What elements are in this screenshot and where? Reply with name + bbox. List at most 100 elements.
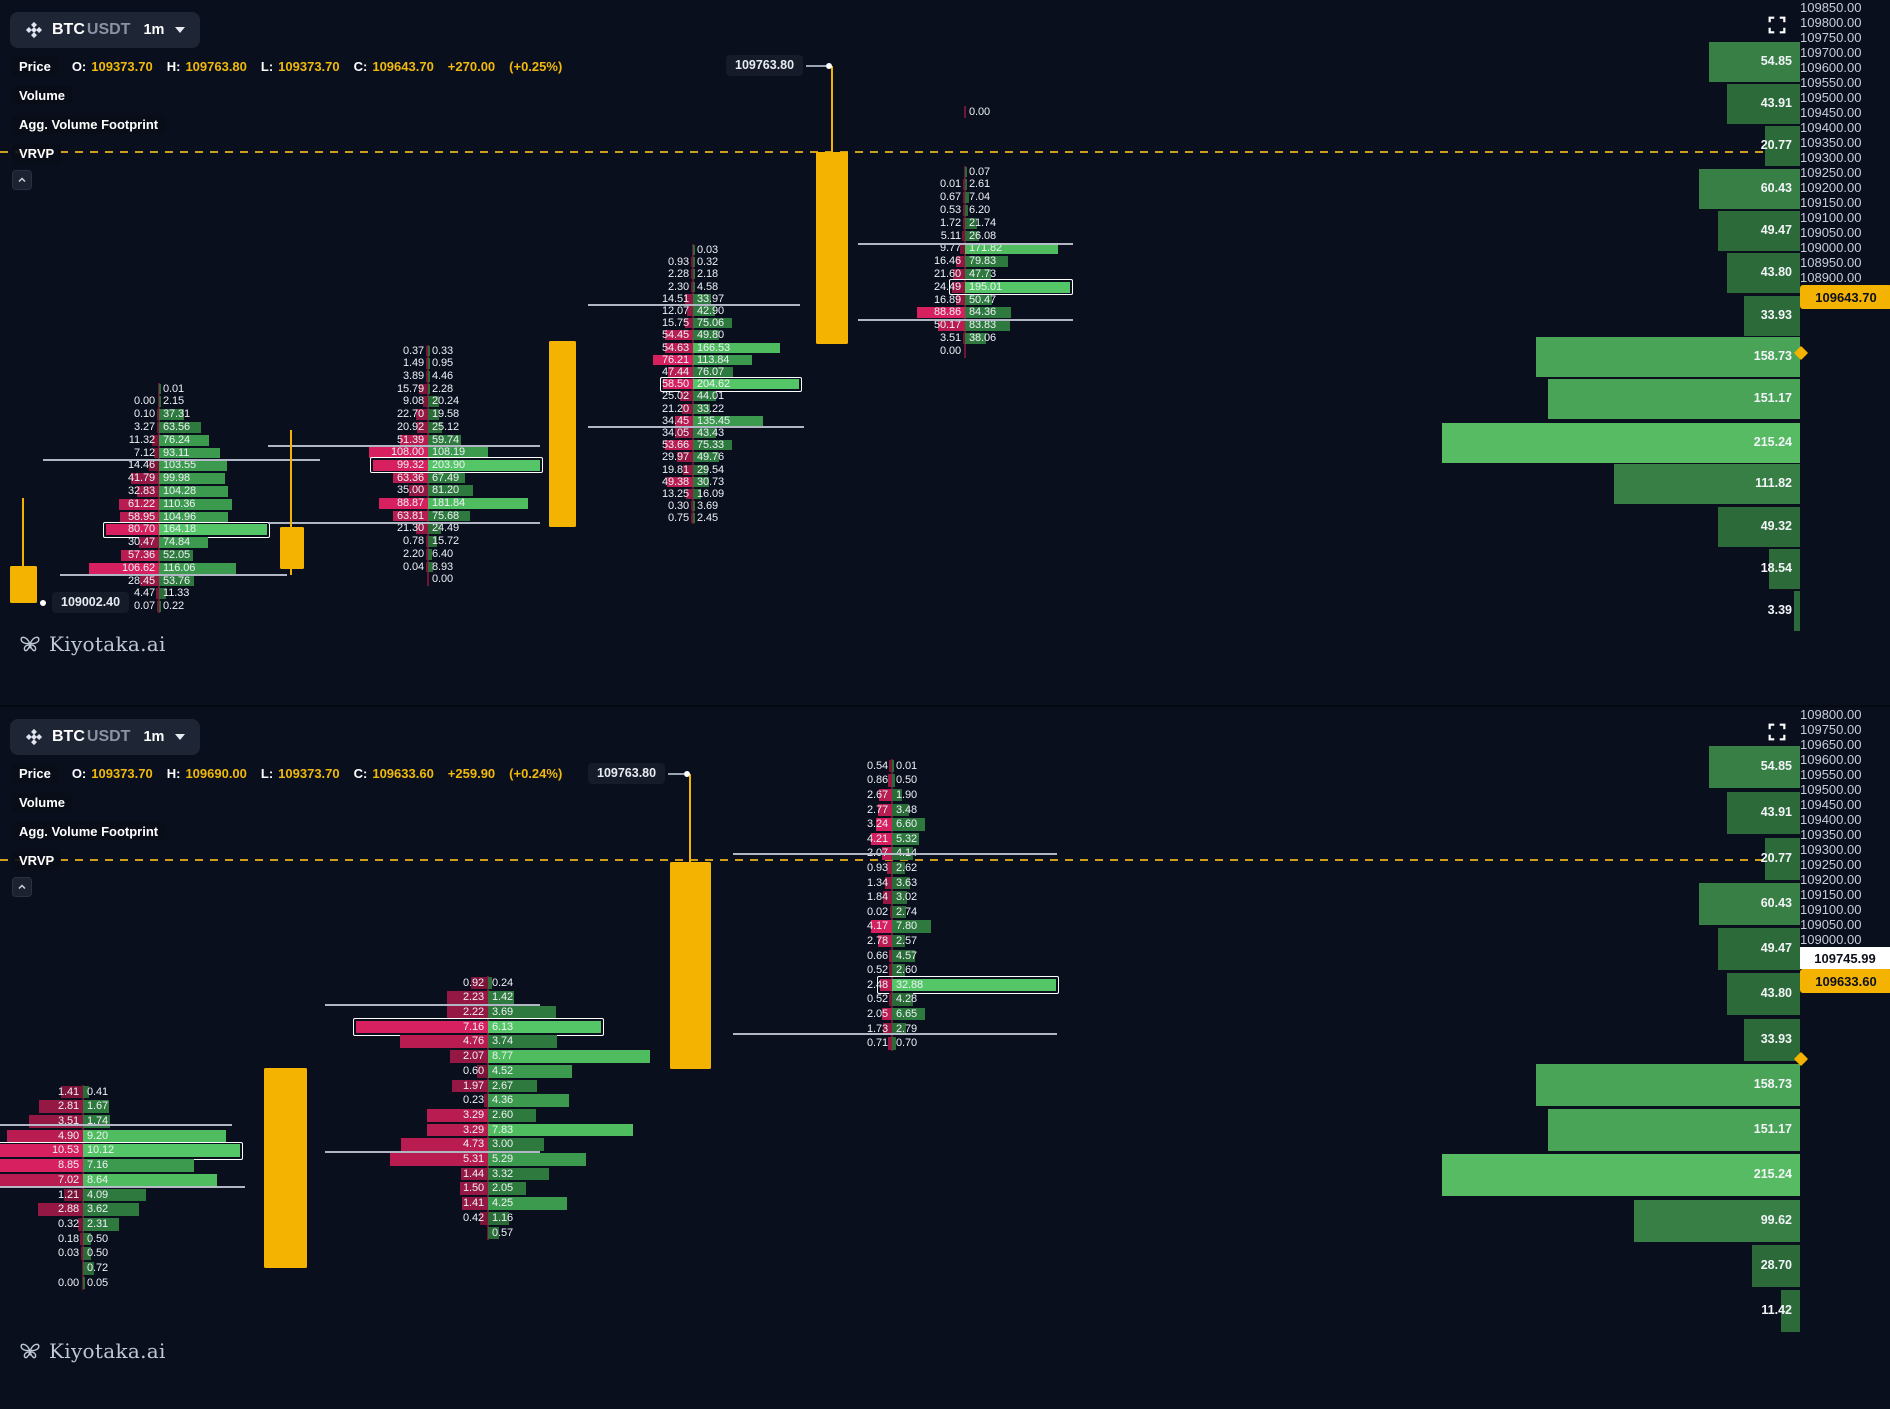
buy-volume-bar [892,920,931,933]
footprint-row: 3.24 6.60 [612,817,1172,832]
indicator-volume[interactable]: Volume [12,792,72,812]
fullscreen-button[interactable] [1765,721,1789,745]
sell-volume-bar [879,978,892,992]
indicator-price[interactable]: Price [12,763,58,783]
footprint-row: 13.25 16.09 [413,488,973,500]
low-price-label: 109002.40 [52,592,130,613]
sell-volume: 49.38 [661,475,689,488]
buy-volume: 3.00 [492,1138,514,1151]
buy-volume-bar [693,305,716,317]
price-line-dashed [0,859,1800,861]
buy-volume-bar [83,1100,109,1114]
sell-volume: 34.45 [661,414,689,427]
close-value: 109633.60 [372,765,434,781]
sell-volume-bar [81,1247,83,1261]
buy-volume-bar [159,486,228,497]
buy-volume: 52.05 [163,549,191,561]
collapse-indicators-button[interactable] [12,877,32,897]
sell-volume: 2.22 [462,1006,484,1019]
vrvp-value: 43.80 [1760,265,1792,279]
buy-volume-bar [488,1211,510,1225]
symbol-base: BTC [52,728,85,745]
footprint-row: 9.08 20.24 [148,395,708,408]
sell-volume: 0.07 [133,600,155,613]
buy-volume-bar [428,409,439,420]
sell-volume: 16.46 [933,255,961,268]
sell-volume-bar [677,452,693,463]
footprint-row: 21.60 47.73 [685,268,1245,281]
buy-volume: 79.83 [969,255,997,268]
value-area-line [858,319,1073,321]
sell-volume-bar [149,460,159,472]
sell-volume-bar [0,1144,83,1158]
sell-volume-bar [937,320,965,331]
value-area-line [60,574,287,576]
price-axis[interactable]: 109800.00 109750.00 109650.00 109600.00 1095… [1800,707,1890,1409]
indicator-volume[interactable]: Volume [12,85,72,105]
price-axis-label: 109800.00 [1800,707,1862,722]
sell-volume: 0.75 [667,512,689,525]
indicator-footprint[interactable]: Agg. Volume Footprint [12,821,166,841]
sell-volume: 4.17 [866,920,888,933]
price-axis-label: 108950.00 [1800,255,1862,270]
buy-volume: 103.55 [163,459,197,472]
buy-volume-bar [159,601,161,612]
sell-volume: 0.00 [133,395,155,408]
buy-volume: 135.45 [697,414,731,427]
buy-volume-bar [965,294,993,306]
buy-volume-bar [159,409,184,420]
buy-volume: 104.28 [163,485,197,497]
vrvp-bar [1769,549,1800,589]
buy-volume: 0.33 [432,344,454,357]
sell-volume-bar [446,1006,488,1019]
sell-volume-bar [878,788,892,802]
buy-volume-bar [488,1020,602,1034]
vrvp-bar [1727,973,1800,1015]
vrvp-bar [1717,211,1800,251]
sell-volume: 0.52 [866,964,888,977]
symbol-selector[interactable]: BTC USDT 1m [10,719,201,755]
value-area-line [733,1033,1057,1035]
vrvp-legend-row: VRVP [12,143,62,163]
chart-canvas: 1.41 0.41 2.81 1.67 3.51 1.74 4.90 9.20 10.53 10.… [0,707,1890,1409]
vrvp-bar [1548,1109,1800,1151]
vrvp-value: 215.24 [1753,1167,1792,1181]
time-axis[interactable]: 22:09:0022:09:3022:10:0022:10:3022:11:00… [0,1381,1800,1407]
sell-volume: 10.53 [51,1144,79,1157]
sell-volume-bar [399,1035,488,1049]
candle-wick [689,774,691,862]
footprint-row: 0.57 [208,1226,768,1241]
buy-volume-bar [83,1203,140,1216]
footprint-row: 0.42 1.16 [208,1211,768,1226]
indicator-price[interactable]: Price [12,56,58,76]
sell-volume-bar [39,1100,83,1114]
sell-volume: 1.41 [462,1197,484,1210]
indicator-vrvp[interactable]: VRVP [12,850,62,870]
sell-volume: 63.81 [396,509,424,522]
chevron-up-icon [18,177,26,183]
fullscreen-button[interactable] [1765,14,1789,38]
sell-volume: 80.70 [127,523,155,536]
indicator-vrvp[interactable]: VRVP [12,143,62,163]
price-axis[interactable]: 109850.00 109800.00 109750.00 109700.00 1096… [1800,0,1890,705]
sell-volume: 9.77 [939,242,961,255]
buy-volume: 6.20 [969,204,991,216]
collapse-indicators-button[interactable] [12,170,32,190]
symbol-selector[interactable]: BTC USDT 1m [10,12,201,48]
sell-volume-bar [460,1182,488,1196]
poc-highlight [0,1141,243,1160]
vrvp-value: 20.77 [1760,138,1792,152]
buy-volume: 25.12 [432,420,460,433]
footprint-row: 25.02 44.01 [413,390,973,402]
buy-volume: 26.08 [969,229,997,242]
indicator-footprint[interactable]: Agg. Volume Footprint [12,114,166,134]
time-axis[interactable]: 22:0822:0922:1022:1122:1222:1322:14 [0,676,1800,702]
buy-volume: 110.36 [163,497,196,510]
sell-volume: 32.83 [127,485,155,497]
buy-volume-bar [159,422,201,433]
sell-volume-bar [426,536,428,547]
sell-volume-bar [878,934,892,948]
footprint-row: 0.04 8.93 [148,561,708,574]
buy-volume: 2.15 [163,395,185,408]
buy-volume-bar [693,415,764,426]
